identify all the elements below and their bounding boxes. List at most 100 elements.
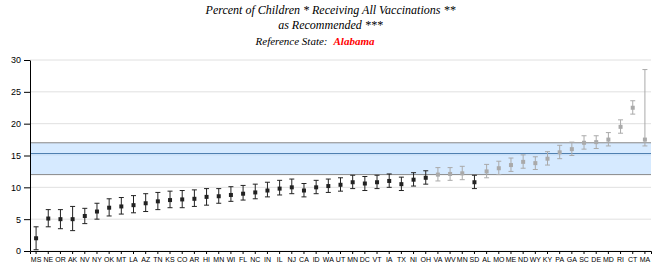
x-tick-mark: [36, 251, 37, 254]
error-cap: [192, 189, 197, 190]
x-tick-mark: [510, 251, 511, 254]
error-cap: [253, 198, 258, 199]
x-tick-label: SD: [470, 256, 480, 263]
x-tick-mark: [243, 251, 244, 254]
x-tick: KY: [543, 251, 553, 263]
x-tick-label: VA: [433, 256, 442, 263]
error-cap: [460, 166, 465, 167]
point: [582, 141, 586, 145]
x-tick-label: HI: [203, 256, 210, 263]
x-tick-label: RI: [617, 256, 624, 263]
error-cap: [155, 209, 160, 210]
error-cap: [180, 207, 185, 208]
x-tick: SD: [470, 251, 480, 263]
error-cap: [448, 180, 453, 181]
x-tick: MT: [116, 251, 127, 263]
error-cap: [107, 215, 112, 216]
y-tick: 5: [16, 215, 30, 225]
error-bar-group: [34, 227, 39, 250]
point: [83, 214, 87, 218]
point: [387, 179, 391, 183]
error-cap: [496, 174, 501, 175]
x-tick: NC: [250, 251, 260, 263]
point: [570, 147, 574, 151]
error-cap: [241, 200, 246, 201]
error-bar-group: [545, 152, 550, 165]
y-axis: 051015202530: [11, 55, 31, 256]
x-tick-label: WY: [530, 256, 542, 263]
x-tick-label: UT: [336, 256, 346, 263]
x-tick-mark: [486, 251, 487, 254]
x-tick-label: ME: [506, 256, 517, 263]
error-bar-group: [362, 177, 367, 191]
chart: Percent of Children * Receiving All Vacc…: [0, 0, 661, 273]
error-cap: [289, 193, 294, 194]
error-cap: [606, 132, 611, 133]
error-cap: [375, 175, 380, 176]
x-tick-mark: [72, 251, 73, 254]
y-axis-line: [30, 61, 31, 252]
grid-line: [30, 91, 651, 92]
x-tick-label: AL: [482, 256, 491, 263]
error-bar-group: [448, 168, 453, 181]
point: [619, 125, 623, 129]
y-tick-mark: [24, 219, 30, 220]
x-tick: GA: [567, 251, 577, 263]
error-cap: [34, 249, 39, 250]
error-bar-group: [168, 191, 173, 208]
error-cap: [630, 100, 635, 101]
x-tick: MD: [603, 251, 614, 263]
x-tick-label: KS: [165, 256, 175, 263]
x-tick-mark: [145, 251, 146, 254]
x-tick-mark: [279, 251, 280, 254]
x-tick-mark: [450, 251, 451, 254]
error-cap: [472, 188, 477, 189]
x-tick-label: LA: [129, 256, 138, 263]
error-bar: [644, 70, 645, 146]
x-tick: LA: [129, 251, 138, 263]
point: [302, 189, 306, 193]
error-bar-group: [411, 173, 416, 186]
error-cap: [448, 167, 453, 168]
error-bar-group: [630, 101, 635, 114]
error-cap: [326, 192, 331, 193]
x-tick: IA: [386, 251, 393, 263]
point: [192, 197, 196, 201]
point: [156, 199, 160, 203]
point: [339, 183, 343, 187]
error-cap: [241, 185, 246, 186]
annotation: Reference State:: [255, 35, 328, 47]
x-tick-label: CT: [628, 256, 638, 263]
x-tick-mark: [644, 251, 645, 254]
x-tick-mark: [498, 251, 499, 254]
y-tick-label: 20: [11, 119, 21, 129]
error-bar-group: [387, 174, 392, 187]
error-bar-group: [484, 164, 489, 177]
x-tick: NY: [92, 251, 102, 263]
error-cap: [521, 168, 526, 169]
error-cap: [350, 188, 355, 189]
error-cap: [58, 228, 63, 229]
error-bar-group: [496, 161, 501, 174]
x-tick-mark: [206, 251, 207, 254]
x-tick-label: MN: [213, 256, 224, 263]
error-cap: [508, 158, 513, 159]
error-cap: [265, 196, 270, 197]
error-cap: [180, 190, 185, 191]
x-tick-label: NC: [250, 256, 260, 263]
x-tick: NJ: [288, 251, 297, 263]
point: [314, 185, 318, 189]
x-tick: CT: [628, 251, 638, 263]
error-cap: [545, 151, 550, 152]
reference-band: [30, 143, 651, 175]
point: [217, 194, 221, 198]
x-tick-mark: [462, 251, 463, 254]
point: [412, 178, 416, 182]
error-bar-group: [155, 192, 160, 209]
point: [205, 195, 209, 199]
error-cap: [484, 164, 489, 165]
y-tick-label: 25: [11, 87, 21, 97]
x-tick: OH: [420, 251, 431, 263]
error-cap: [228, 186, 233, 187]
x-tick-label: ID: [313, 256, 320, 263]
